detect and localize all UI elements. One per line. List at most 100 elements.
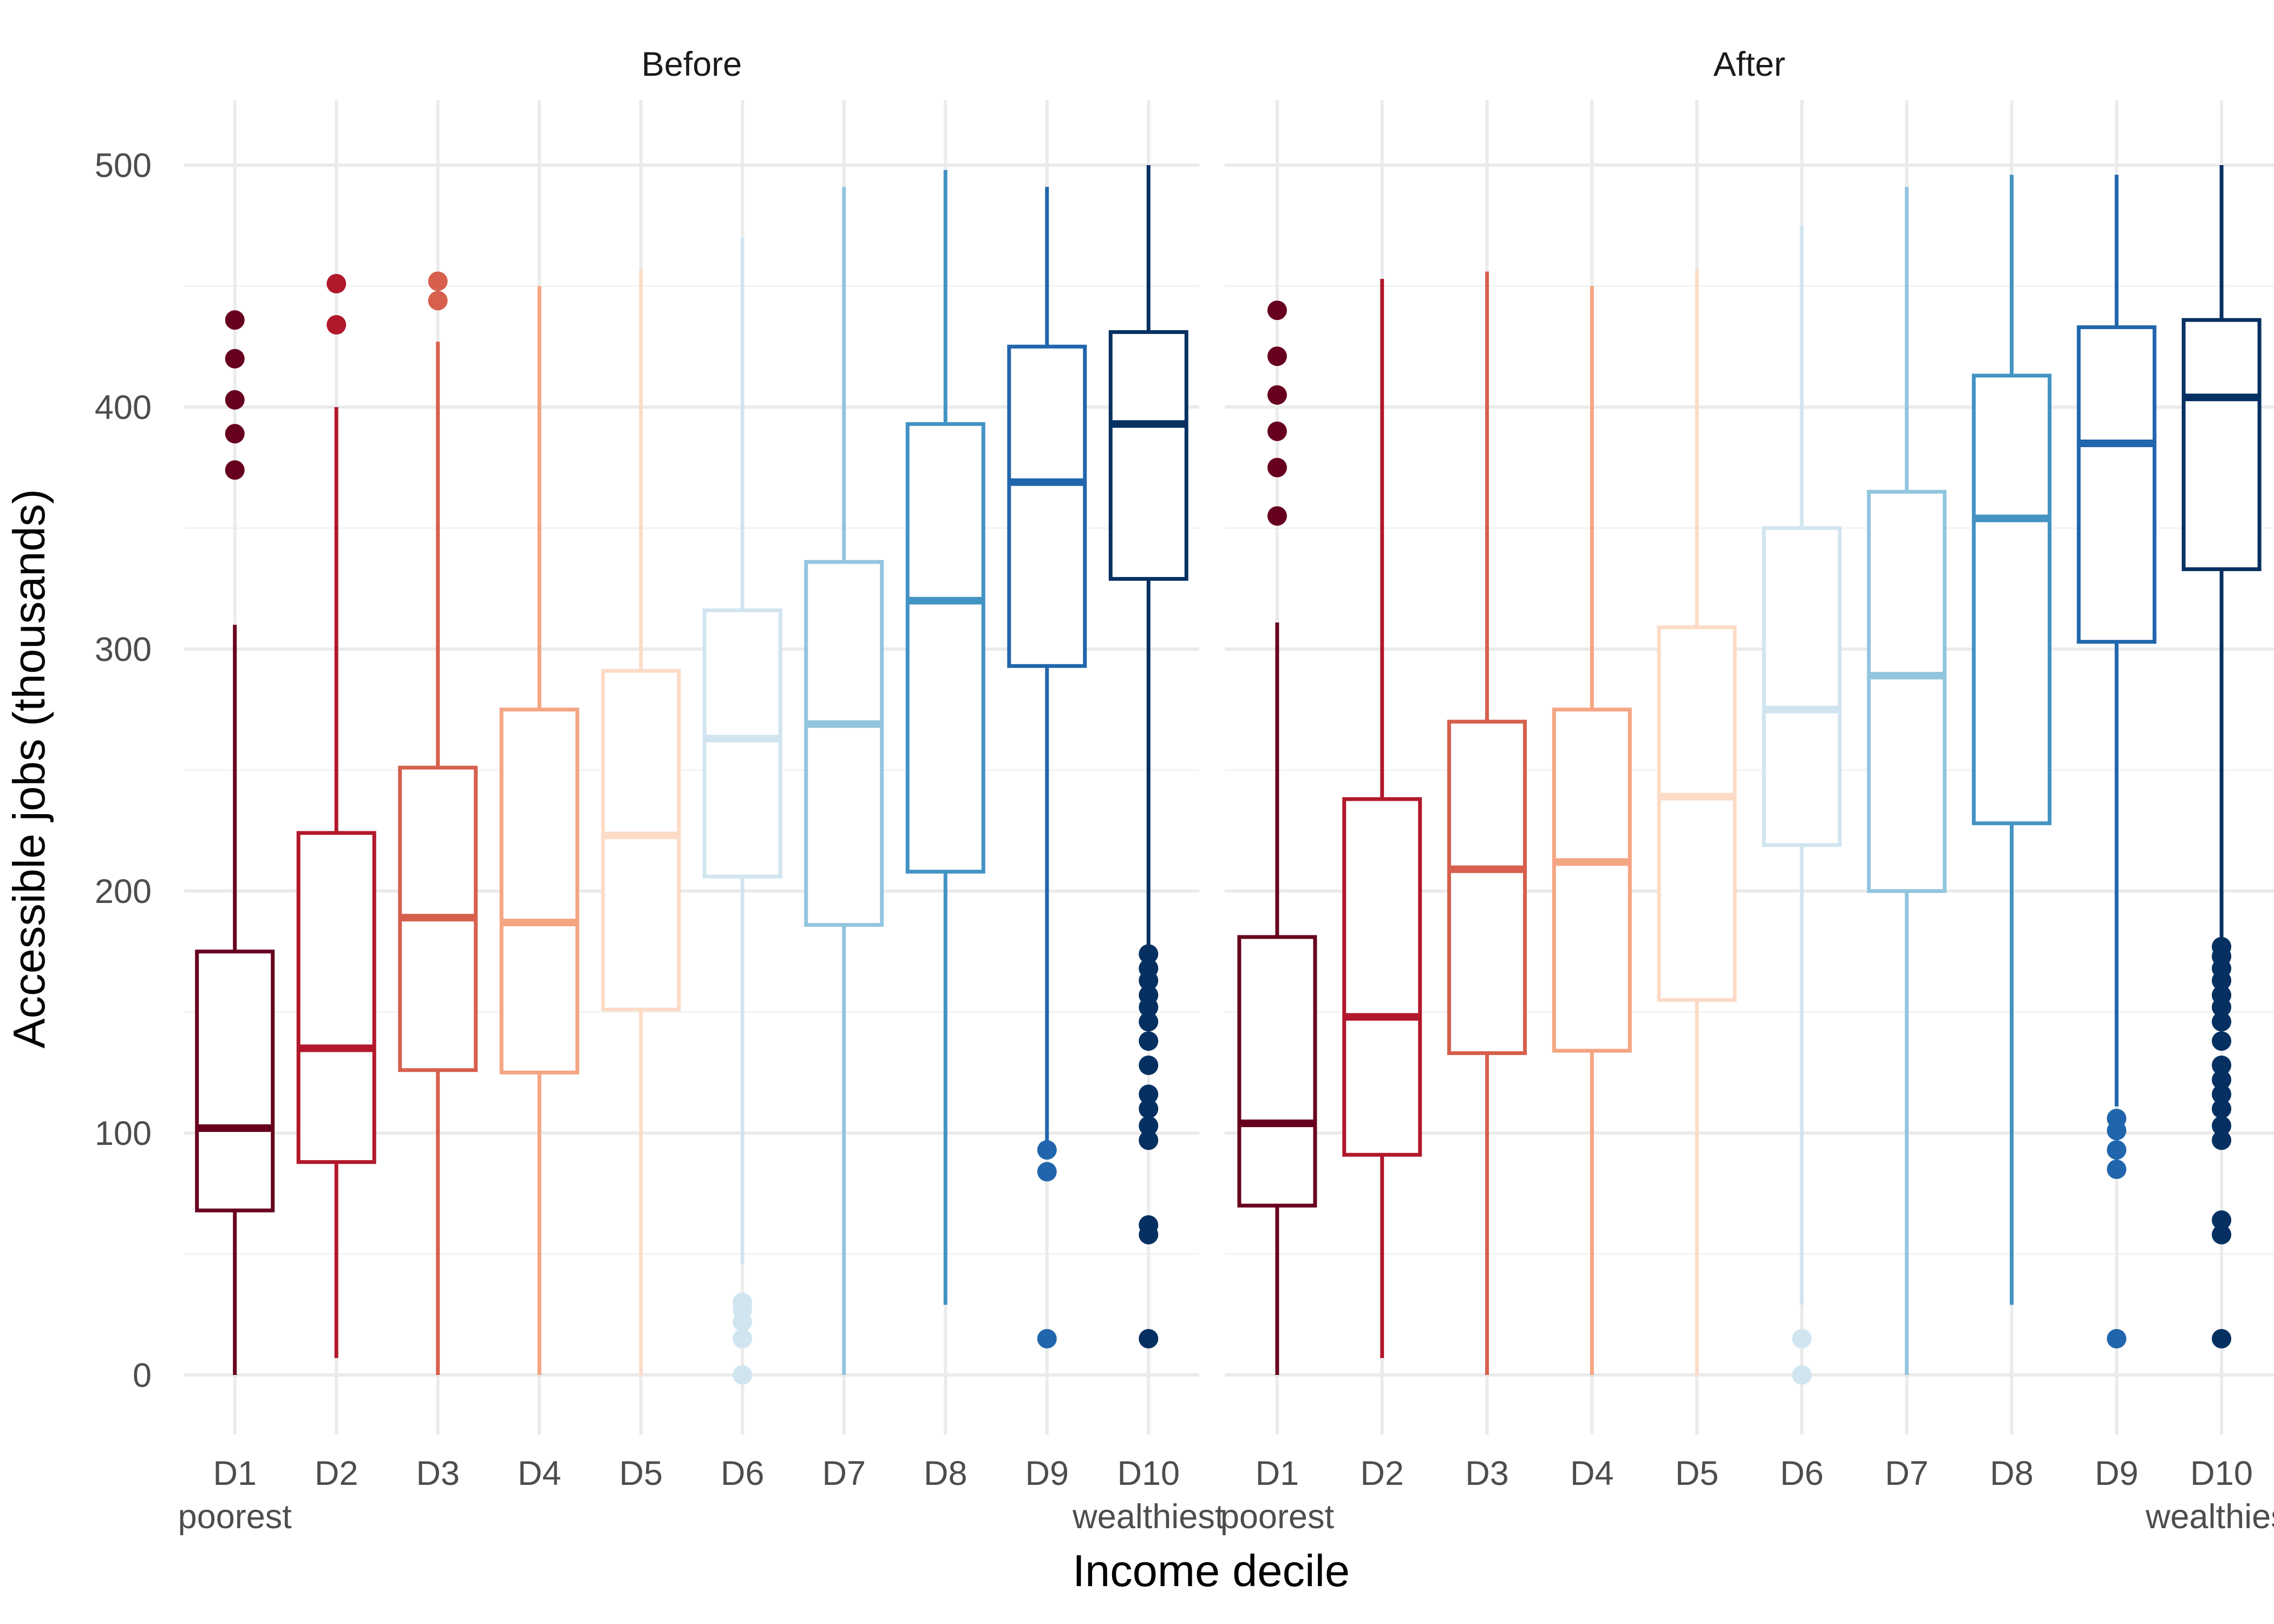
outlier-point [1139,1116,1159,1136]
panel-title: After [1713,45,1785,83]
x-tick-label: D5 [619,1455,663,1492]
panel-before: Before D1 poorest D2 D3 D4 D5 D6 D7 D8 D9 D10 wealth… [178,45,1225,1536]
box-iqr [1007,344,1087,668]
box-d5 [601,269,681,1375]
x-tick-label: D7 [822,1455,866,1492]
y-tick-label: 500 [95,147,152,185]
box-iqr [1108,330,1188,581]
box-iqr [1342,797,1422,1157]
x-tick-label: D4 [518,1455,561,1492]
outlier-point [1267,457,1287,477]
outlier-point [1139,1099,1159,1119]
outlier-point [1037,1140,1057,1160]
outlier-point [2107,1328,2127,1348]
outlier-point [2212,1012,2232,1032]
x-tick-label: D6 [1780,1455,1824,1492]
y-tick-label: 400 [95,389,152,427]
box-iqr [499,708,579,1075]
outlier-point [1267,421,1287,441]
box-iqr [2181,318,2262,571]
outlier-point [1792,1328,1812,1348]
box-iqr [296,831,376,1164]
box-iqr [195,949,275,1213]
outlier-point [1037,1162,1057,1182]
x-tick-label: D2 [315,1455,358,1492]
box-d2 [296,274,376,1358]
box-d9 [2076,174,2157,1348]
outlier-point [225,424,245,444]
outlier-point [225,460,245,480]
outlier-point [1139,1055,1159,1075]
box-d4 [499,286,579,1375]
outlier-point [1267,346,1287,366]
box-iqr [1972,374,2051,826]
outlier-point [2212,937,2232,957]
x-tick-label: D9 [1025,1455,1069,1492]
outlier-point [2212,1031,2232,1051]
x-tick-label: D1 [213,1455,257,1492]
box-iqr [2076,325,2157,644]
outlier-point [2212,1210,2232,1230]
x-tick-sublabel: poorest [1220,1498,1335,1536]
outlier-point [428,271,448,291]
x-tick-label: D3 [1465,1455,1509,1492]
box-iqr [702,608,782,879]
outlier-point [2212,1224,2232,1245]
y-tick-label: 300 [95,631,152,669]
outlier-point [1139,1012,1159,1032]
y-tick-label: 0 [133,1357,152,1394]
panel-after: After D1 poorest D2 D3 D4 D5 D6 D7 D8 D9 D10 wealthi… [1220,45,2274,1536]
outlier-point [2212,1130,2232,1150]
outlier-point [2212,1070,2232,1090]
box-d8 [1972,174,2051,1305]
box-d4 [1552,286,1632,1375]
outlier-point [326,315,347,335]
outlier-point [1139,944,1159,964]
outlier-point [2107,1109,2127,1129]
panel-title: Before [642,45,742,83]
outlier-point [2107,1140,2127,1160]
box-iqr [1867,489,1947,893]
outlier-point [2212,985,2232,1005]
box-iqr [1762,526,1842,847]
x-axis-title: Income decile [1073,1546,1350,1596]
x-tick-label: D8 [1990,1455,2034,1492]
x-tick-label: D1 [1256,1455,1299,1492]
outlier-point [225,349,245,369]
x-tick-label: D10 [1117,1455,1180,1492]
outlier-point [1267,506,1287,526]
y-axis-title: Accessible jobs (thousands) [4,489,54,1048]
box-d3 [1447,271,1527,1375]
box-d6 [1762,225,1842,1385]
outlier-point [1792,1365,1812,1385]
y-tick-label: 100 [95,1115,152,1152]
box-d5 [1657,269,1737,1375]
outlier-point [428,291,448,311]
outlier-point [2212,1055,2232,1075]
outlier-point [1037,1328,1057,1348]
box-d7 [804,187,884,1375]
outlier-point [1139,1130,1159,1150]
outlier-point [2212,1116,2232,1136]
outlier-point [1139,1031,1159,1051]
box-d1 [195,310,275,1375]
box-d10 [2181,165,2262,1348]
x-tick-label: D2 [1360,1455,1404,1492]
box-iqr [1657,625,1737,1002]
outlier-point [1267,385,1287,405]
box-iqr [1447,719,1527,1055]
box-d8 [905,169,985,1305]
x-tick-label: D10 [2190,1455,2253,1492]
x-tick-label: D5 [1675,1455,1719,1492]
box-iqr [601,669,681,1012]
grid-layer [184,100,2274,1435]
box-d3 [398,271,478,1375]
outlier-point [1139,985,1159,1005]
outlier-point [1267,300,1287,320]
outlier-point [2212,1084,2232,1104]
outlier-point [733,1365,753,1385]
outlier-point [225,390,245,410]
outlier-point [225,310,245,330]
outlier-point [2212,1099,2232,1119]
